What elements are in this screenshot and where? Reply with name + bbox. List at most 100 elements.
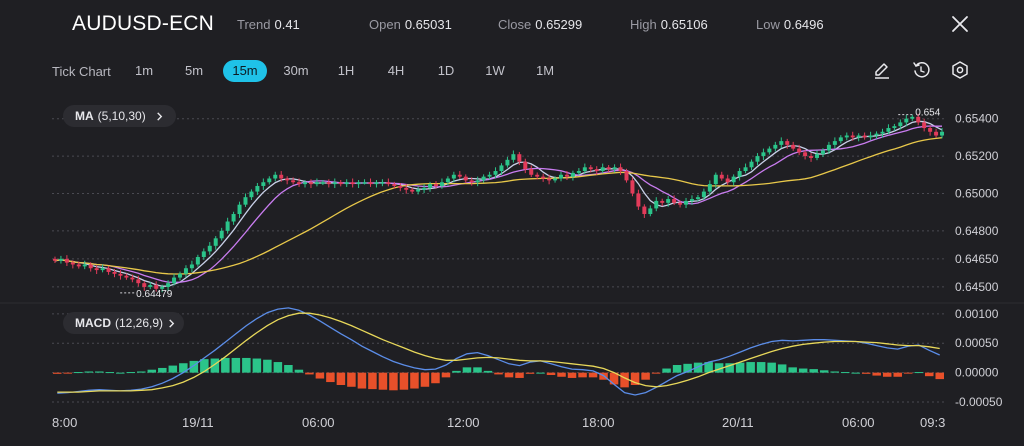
candle-body [404, 187, 409, 190]
macd-histogram-bar [809, 369, 818, 373]
macd-histogram-bar [536, 372, 545, 374]
candle-body [64, 258, 69, 263]
candle-body [695, 197, 700, 200]
candle-body [195, 257, 200, 265]
macd-histogram-bar [557, 372, 566, 377]
settings-button[interactable] [950, 60, 970, 80]
ma-indicator-toggle[interactable]: MA (5,10,30) [63, 105, 177, 127]
timeframe-1h[interactable]: 1H [337, 63, 355, 78]
candle-body [213, 238, 218, 246]
candle-body [588, 167, 593, 170]
candle-body [320, 182, 325, 184]
macd-histogram-bar [84, 371, 94, 373]
macd-indicator-toggle[interactable]: MACD (12,26,9) [63, 312, 185, 334]
timeframe-30m[interactable]: 30m [283, 63, 309, 78]
low-value: 0.6496 [783, 17, 824, 32]
trend-label: Trend [237, 17, 271, 32]
timeframe-1d[interactable]: 1D [437, 63, 455, 78]
macd-histogram-bar [63, 372, 73, 374]
macd-histogram-bar [326, 372, 335, 383]
candle-body [189, 264, 194, 269]
macd-histogram-bar [263, 359, 272, 373]
timeframe-1m-month[interactable]: 1M [535, 63, 555, 78]
macd-histogram-bar [347, 372, 356, 387]
candle-body [922, 122, 927, 129]
macd-histogram-bar [651, 372, 661, 374]
ma-name: MA [75, 109, 94, 123]
macd-histogram-bar [767, 362, 776, 373]
macd-histogram-bar [882, 372, 892, 377]
trend-stat: Trend 0.41 [237, 17, 300, 32]
macd-histogram-bar [935, 372, 944, 380]
macd-histogram-bar [494, 372, 503, 375]
time-tick-label: 06:00 [302, 415, 335, 430]
candle-body [261, 182, 266, 186]
candle-body [755, 156, 760, 162]
time-tick-label: 20/11 [722, 415, 754, 430]
macd-histogram-bar [641, 372, 650, 380]
candle-body [934, 131, 939, 136]
price-tick-label: 0.65000 [955, 186, 999, 200]
candle-body [481, 176, 486, 181]
candle-body [243, 197, 248, 205]
candle-body [564, 174, 569, 177]
candle-body [308, 182, 313, 185]
candle-body [332, 182, 337, 185]
candle-body [791, 144, 796, 149]
candle-body [273, 174, 278, 179]
candle-body [916, 116, 921, 123]
macd-histogram-bar [567, 372, 577, 378]
candle-body [148, 285, 153, 287]
macd-histogram-bar [410, 372, 419, 389]
candle-body [505, 159, 510, 166]
candle-body [249, 191, 254, 198]
macd-histogram-bar [578, 372, 587, 378]
candle-body [487, 174, 492, 177]
macd-tick-label: -0.00050 [955, 395, 1003, 409]
macd-histogram-bar [200, 359, 209, 373]
close-button[interactable] [950, 14, 970, 34]
macd-histogram-bar [515, 372, 524, 378]
time-tick-label: 8:00 [52, 415, 77, 430]
candle-body [719, 174, 724, 179]
macd-histogram-bar [399, 372, 409, 390]
macd-histogram-bar [861, 372, 871, 374]
chevron-right-icon [157, 112, 163, 121]
close-value: 0.65299 [535, 17, 583, 32]
candle-body [207, 245, 212, 252]
candle-body [630, 180, 635, 194]
macd-params: (12,26,9) [115, 316, 164, 330]
candle-body [356, 182, 361, 185]
draw-button[interactable] [872, 60, 892, 80]
candle-body [219, 230, 224, 239]
low-marker-label: 0.64479 [136, 289, 173, 300]
trend-value: 0.41 [274, 17, 300, 32]
macd-histogram-bar [168, 365, 178, 373]
timeframe-15m[interactable]: 15m [223, 60, 267, 82]
timeframe-1m[interactable]: 1m [134, 63, 154, 78]
timeframe-1w[interactable]: 1W [485, 63, 505, 78]
candle-body [392, 184, 397, 186]
macd-histogram-bar [588, 372, 598, 378]
timeframe-bar: Tick Chart 1m 5m 15m 30m 1H 4H 1D 1W 1M [0, 58, 1024, 86]
candle-body [707, 184, 712, 192]
reset-button[interactable] [911, 60, 931, 80]
candle-body [267, 178, 272, 183]
candle-body [838, 137, 843, 142]
timeframe-4h[interactable]: 4H [387, 63, 405, 78]
candle-body [576, 171, 581, 173]
macd-histogram-bar [798, 368, 808, 373]
candle-body [826, 144, 831, 151]
high-marker-label: 0.654 [915, 108, 940, 119]
timeframe-5m[interactable]: 5m [184, 63, 204, 78]
macd-histogram-bar [158, 367, 167, 373]
candle-body [368, 182, 373, 185]
candle-body [940, 131, 945, 136]
candle-body [678, 202, 683, 205]
open-label: Open [369, 17, 401, 32]
candle-body [582, 167, 587, 172]
candle-body [689, 199, 694, 201]
candle-body [606, 167, 611, 170]
candle-body [445, 178, 450, 183]
candle-body [362, 182, 367, 184]
